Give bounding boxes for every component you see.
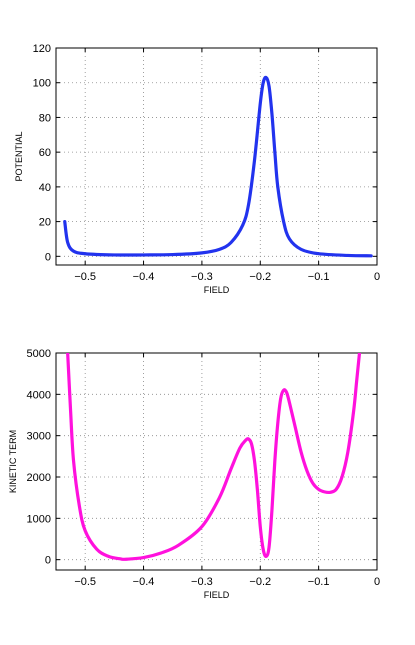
series-line xyxy=(66,353,362,561)
x-tick-label: −0.4 xyxy=(133,271,155,283)
x-tick-label: 0 xyxy=(374,576,380,588)
y-tick-label: 1000 xyxy=(27,513,51,525)
plot-frame xyxy=(55,352,378,571)
y-tick-label: 4000 xyxy=(27,389,51,401)
x-tick-label: −0.5 xyxy=(74,271,96,283)
y-tick-label: 0 xyxy=(45,555,51,567)
y-tick-label: 120 xyxy=(33,43,51,55)
kinetic-term-chart: −0.5 −0.4 −0.3 −0.2 −0.1 0 0 1000 2000 3000 4000 50… xyxy=(8,348,380,600)
y-tick-label: 2000 xyxy=(27,472,51,484)
y-tick-label: 0 xyxy=(45,251,51,263)
x-tick-label: −0.5 xyxy=(74,576,96,588)
y-tick-label: 20 xyxy=(39,217,51,229)
y-tick-label: 3000 xyxy=(27,431,51,443)
x-axis-label: FIELD xyxy=(204,285,230,295)
y-axis-label: KINETIC TERM xyxy=(8,430,18,493)
x-tick-label: −0.2 xyxy=(249,576,271,588)
potential-chart: −0.5 −0.4 −0.3 −0.2 −0.1 0 0 20 40 60 80 100 120 FIEL… xyxy=(14,43,380,295)
plot-frame xyxy=(55,47,378,266)
x-tick-label: −0.2 xyxy=(249,271,271,283)
series-line xyxy=(63,75,373,258)
y-tick-label: 80 xyxy=(39,112,51,124)
y-tick-label: 60 xyxy=(39,147,51,159)
y-tick-label: 40 xyxy=(39,182,51,194)
x-axis-label: FIELD xyxy=(204,590,230,600)
x-tick-label: −0.1 xyxy=(308,271,330,283)
y-tick-label: 100 xyxy=(33,78,51,90)
x-tick-label: −0.3 xyxy=(191,576,213,588)
x-tick-label: −0.3 xyxy=(191,271,213,283)
x-tick-label: −0.1 xyxy=(308,576,330,588)
x-tick-label: −0.4 xyxy=(133,576,155,588)
y-axis-label: POTENTIAL xyxy=(14,131,24,181)
x-tick-label: 0 xyxy=(374,271,380,283)
y-tick-label: 5000 xyxy=(27,348,51,360)
